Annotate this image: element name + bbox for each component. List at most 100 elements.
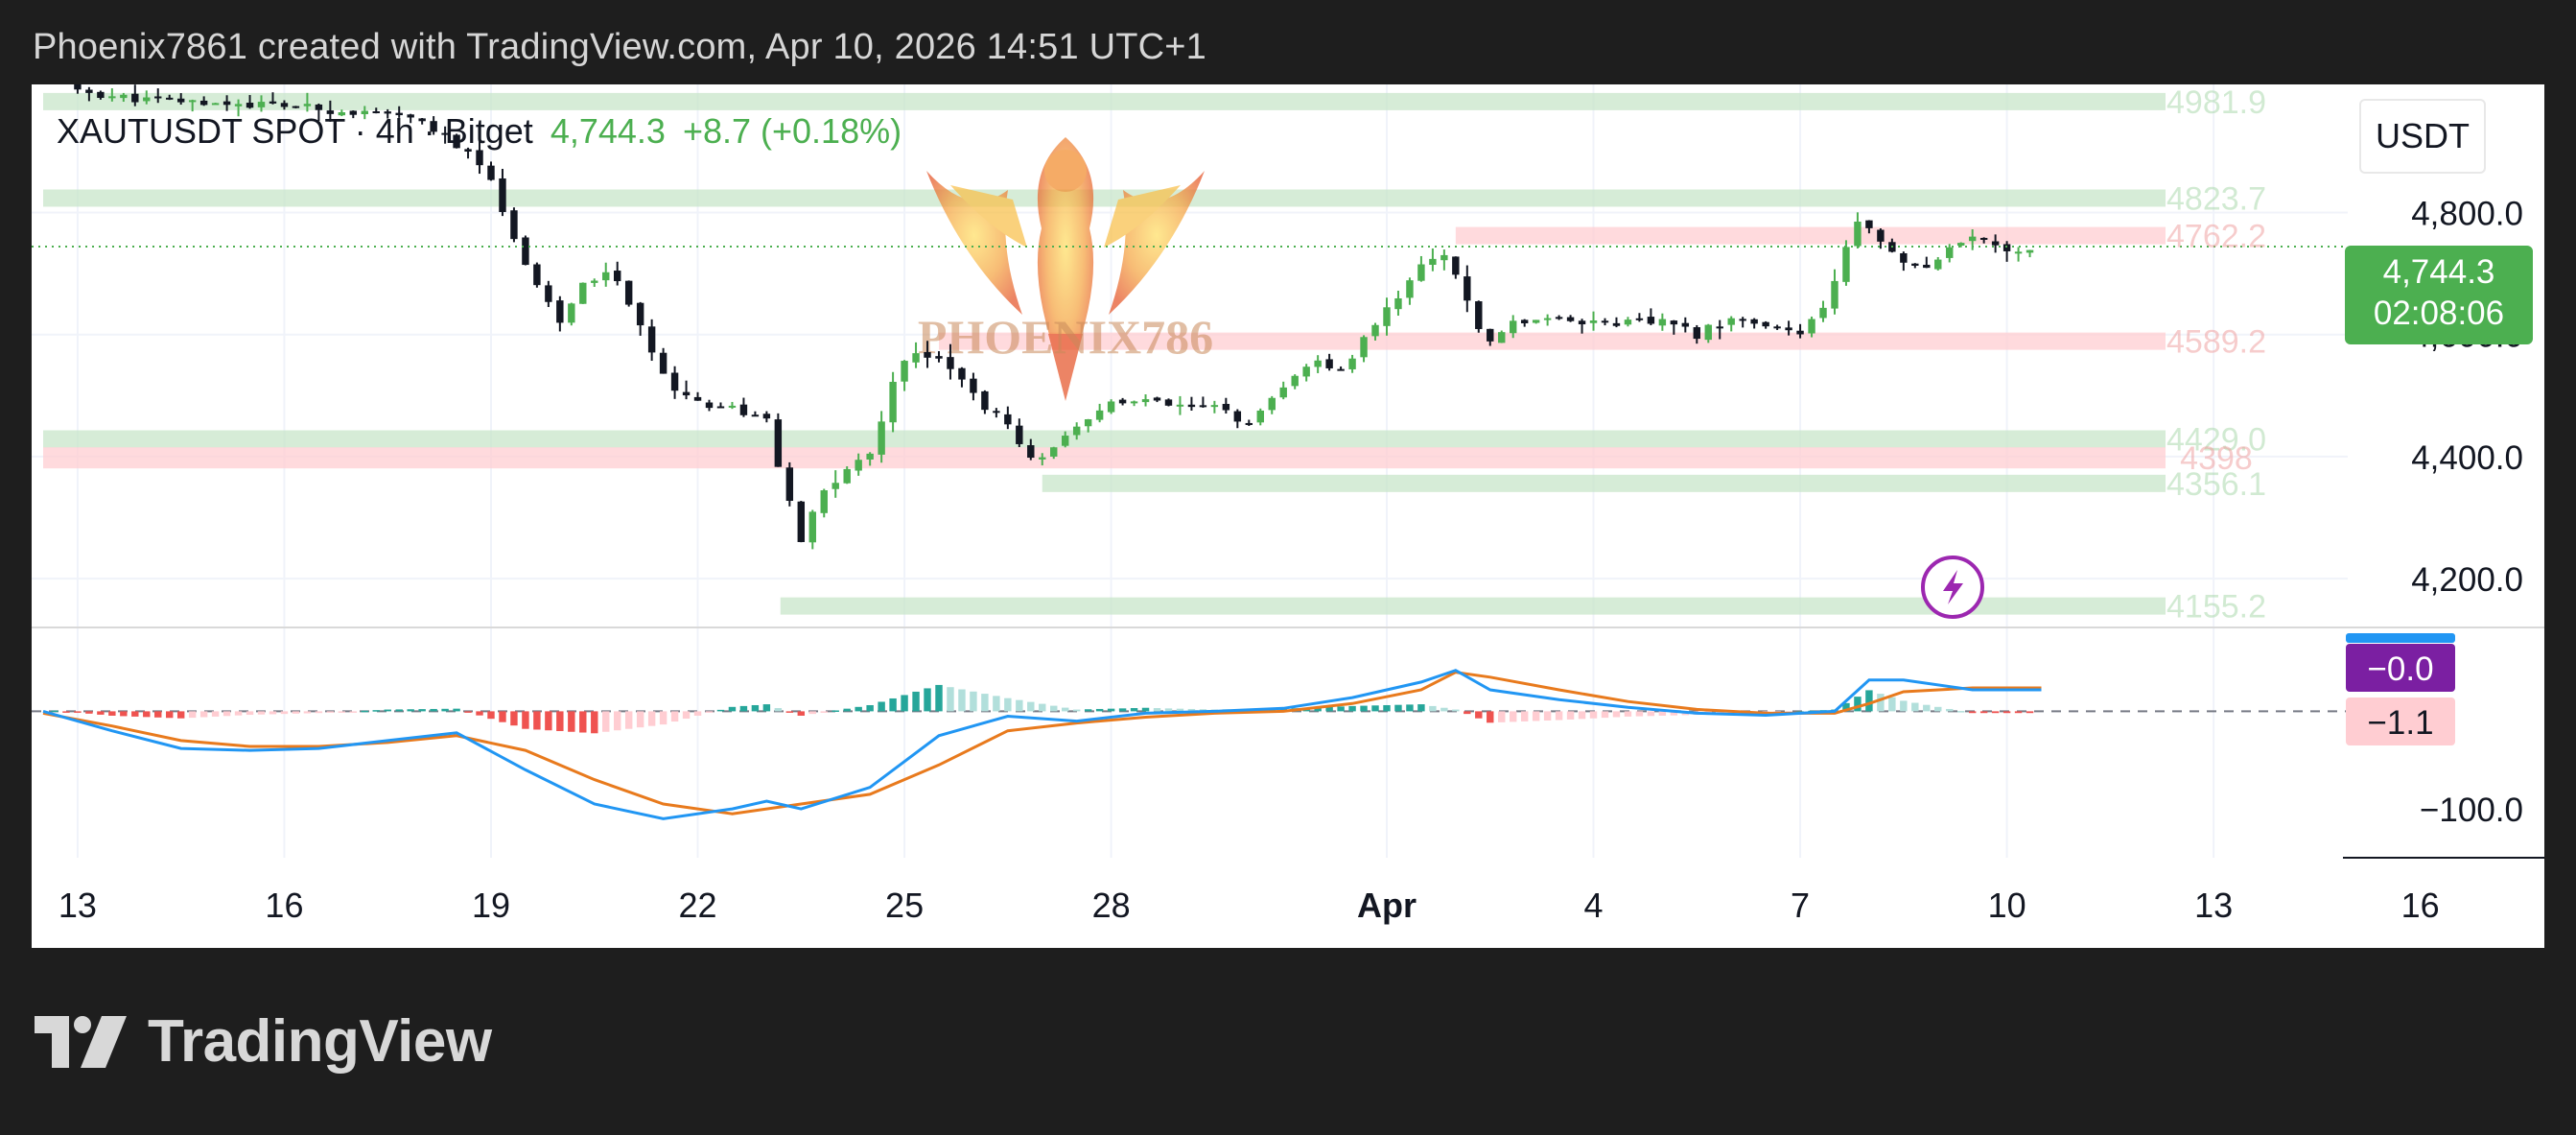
candle-body (1061, 436, 1069, 446)
histogram-bar (1612, 711, 1621, 718)
level-zone (780, 597, 2166, 615)
histogram-bar (1854, 697, 1862, 712)
chart-attribution: Phoenix7861 created with TradingView.com… (33, 27, 1206, 67)
candle-body (1681, 322, 1690, 327)
histogram-bar (1452, 709, 1460, 712)
histogram-bar (441, 708, 449, 712)
candle-body (614, 271, 621, 282)
level-label: 4762.2 (2166, 219, 2266, 255)
histogram-bar (1383, 704, 1391, 712)
candle-body (993, 411, 1000, 414)
candle-body (1279, 387, 1287, 398)
candle-body (384, 111, 391, 114)
candle-body (1555, 317, 1563, 319)
candle-body (1739, 319, 1746, 321)
symbol-legend[interactable]: XAUTUSDT SPOT · 4h · Bitget 4,744.3 +8.7 (… (57, 111, 902, 152)
candle-body (624, 280, 633, 305)
histogram-bar (1130, 708, 1138, 712)
histogram-bar (947, 687, 954, 712)
candle-body (1291, 375, 1299, 387)
histogram-bar (1601, 711, 1609, 719)
histogram-bar (1979, 711, 1988, 714)
histogram-bar (361, 710, 368, 713)
histogram-bar (120, 711, 128, 717)
histogram-bar (326, 711, 335, 713)
candle-body (739, 404, 748, 415)
candle-body (1727, 318, 1735, 325)
candle-body (533, 264, 541, 286)
histogram-bar (1061, 707, 1069, 712)
time-tick-label: 25 (885, 886, 924, 925)
histogram-bar (659, 711, 667, 725)
candle-body (970, 378, 977, 393)
histogram-bar (499, 711, 506, 722)
candle-body (647, 326, 656, 353)
candle-body (1245, 422, 1253, 425)
candle-body (154, 96, 162, 99)
histogram-bar (728, 706, 737, 712)
histogram-bar (176, 711, 185, 719)
histogram-bar (269, 711, 277, 715)
histogram-bar (993, 696, 1000, 712)
chart-panel[interactable]: PHOENIX786 4981.9 4823.7 4762.2 4589.2 4429.… (32, 84, 2544, 948)
value-badges: 4,744.3 02:08:06 −0.0 −1.1 (2345, 246, 2533, 745)
signal-value-label: −1.1 (2367, 704, 2433, 742)
histogram-bar (624, 711, 633, 729)
candle-body (487, 165, 495, 180)
last-price-badge-price: 4,744.3 (2383, 253, 2495, 291)
candle-body (1487, 328, 1494, 342)
tradingview-logo-icon (35, 1015, 127, 1068)
candle-body (1417, 264, 1425, 281)
histogram-bar (614, 711, 621, 731)
candle-body (820, 490, 828, 513)
histogram-bar (820, 711, 828, 713)
candle-body (338, 112, 346, 116)
candle-body (636, 302, 644, 326)
histogram-bar (292, 711, 300, 714)
level-label: 4429.0 (2166, 421, 2266, 458)
price-tick-label: 4,800.0 (2411, 196, 2523, 233)
histogram-bar (1635, 711, 1644, 717)
candle-body (1704, 324, 1712, 341)
candle-body (1429, 258, 1437, 266)
histogram-bar (395, 709, 403, 712)
histogram-bar (407, 709, 414, 712)
currency-button[interactable]: USDT (2359, 99, 2486, 174)
histogram-bar (797, 711, 806, 716)
time-axis[interactable]: 13 16 19 22 25 28 Apr 4 7 10 13 16 (59, 886, 2440, 925)
candle-body (257, 102, 266, 107)
histogram-bar (774, 708, 783, 712)
histogram-bar (188, 711, 197, 719)
histogram-bar (51, 710, 59, 713)
candle-body (234, 104, 243, 106)
time-tick-label: 16 (265, 886, 303, 925)
histogram-bar (591, 711, 598, 734)
signal-line (42, 671, 2042, 816)
candle-body (1509, 320, 1517, 334)
histogram-bar (1566, 711, 1575, 720)
candle-body (912, 353, 920, 363)
candle-body (591, 280, 598, 283)
candle-body (303, 104, 312, 106)
candle-body (418, 118, 426, 122)
histogram-bar (1934, 706, 1942, 712)
histogram-bar (533, 711, 541, 730)
time-tick-label: 16 (2401, 886, 2440, 925)
histogram-bar (1164, 708, 1173, 712)
histogram-bar (166, 711, 174, 719)
histogram-bar (131, 711, 139, 717)
candle-body (866, 453, 874, 460)
candle-body (1233, 411, 1242, 422)
histogram-bar (234, 711, 243, 716)
candle-body (1199, 405, 1207, 408)
candle-body (889, 381, 897, 423)
candle-body (464, 149, 472, 153)
macd-line (42, 669, 2042, 820)
candle-body (947, 357, 954, 369)
lightning-icon[interactable] (1921, 556, 1984, 619)
macd-histogram (51, 684, 2034, 734)
histogram-bar (545, 711, 552, 731)
candle-body (751, 414, 760, 417)
candle-body (1325, 359, 1333, 368)
